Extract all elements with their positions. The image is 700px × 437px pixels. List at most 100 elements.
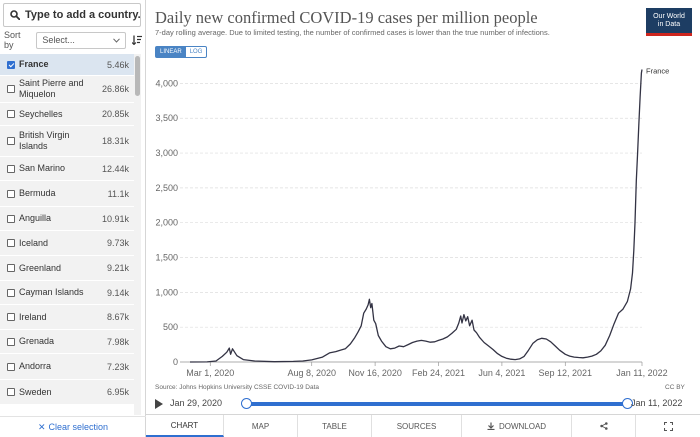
chart-source: Source: Johns Hopkins University CSSE CO… [155, 384, 320, 391]
country-item[interactable]: France 5.46k [0, 54, 134, 76]
y-tick-label: 0 [173, 357, 178, 367]
country-sidebar: Sort by Select... France 5.46k Saint Pierr… [0, 0, 146, 437]
y-tick-label: 4,000 [155, 78, 178, 88]
country-checkbox[interactable] [7, 214, 15, 223]
y-tick-label: 2,000 [155, 218, 178, 228]
timeline-start-handle[interactable] [241, 398, 252, 409]
search-icon [10, 10, 20, 20]
country-value: 8.67k [106, 312, 129, 322]
clear-selection-label: Clear selection [48, 422, 109, 432]
y-tick-label: 2,500 [155, 183, 178, 193]
country-value: 9.73k [106, 238, 129, 248]
country-item[interactable]: Bermuda 11.1k [0, 181, 134, 207]
country-item[interactable]: Grenada 7.98k [0, 330, 134, 354]
country-name: Greenland [19, 262, 62, 273]
y-tick-label: 3,000 [155, 148, 178, 158]
country-value: 7.98k [106, 336, 129, 347]
play-icon[interactable] [155, 399, 163, 409]
country-checkbox[interactable] [7, 239, 15, 247]
country-name: Anguilla [19, 213, 52, 223]
country-value: 11.1k [107, 188, 129, 199]
country-name: Saint Pierre and Miquelon [19, 78, 84, 99]
country-checkbox[interactable] [7, 110, 15, 118]
country-checkbox[interactable] [7, 337, 15, 346]
sort-order-button[interactable] [132, 35, 142, 45]
tab-map[interactable]: MAP [224, 415, 298, 437]
series-label: France [646, 66, 669, 75]
series-line-france[interactable] [189, 69, 643, 363]
logo-line-1: Our World [653, 13, 685, 20]
country-item[interactable]: Ireland 8.67k [0, 305, 134, 330]
tab-download[interactable]: DOWNLOAD [462, 415, 572, 437]
country-value: 12.44k [101, 163, 129, 174]
timeline-end-handle[interactable] [622, 398, 633, 409]
country-checkbox[interactable] [7, 164, 15, 173]
chart-license[interactable]: CC BY [665, 384, 685, 391]
country-checkbox[interactable] [7, 288, 15, 297]
close-icon: ✕ [37, 421, 46, 432]
country-name: Bermuda [19, 188, 56, 198]
sort-row: Sort by Select... [4, 30, 142, 50]
country-value: 26.86k [101, 84, 129, 94]
logo-line-2: in Data [657, 21, 681, 28]
fullscreen-icon [663, 421, 673, 431]
country-checkbox[interactable] [7, 60, 15, 69]
sort-select[interactable]: Select... [36, 31, 126, 49]
country-name: Iceland [19, 237, 49, 248]
country-name: France [19, 59, 49, 69]
y-tick-label: 3,500 [155, 113, 178, 123]
country-item[interactable]: Greenland 9.21k [0, 256, 134, 281]
country-list: France 5.46k Saint Pierre and Miquelon 26.8… [0, 54, 134, 415]
x-tick-label: Sep 12, 2021 [539, 368, 593, 378]
country-value: 10.91k [101, 213, 129, 224]
country-item[interactable]: Seychelles 20.85k [0, 103, 134, 126]
country-item[interactable]: Cayman Islands 9.14k [0, 281, 134, 305]
country-checkbox[interactable] [7, 313, 15, 321]
owid-logo[interactable]: Our World in Data [646, 8, 692, 36]
tab-share[interactable] [572, 415, 636, 437]
country-list-scrollbar[interactable] [134, 54, 141, 415]
scale-toggle[interactable]: LINEAR LOG [155, 46, 208, 58]
clear-selection-button[interactable]: ✕ Clear selection [0, 416, 146, 437]
country-checkbox[interactable] [7, 137, 15, 145]
timeline-track[interactable] [247, 402, 627, 406]
tab-table[interactable]: TABLE [298, 415, 372, 437]
y-tick-label: 1,500 [155, 253, 178, 263]
tab-sources[interactable]: SOURCES [372, 415, 462, 437]
country-item[interactable]: British Virgin Islands 18.31k [0, 126, 134, 157]
country-checkbox[interactable] [7, 189, 15, 198]
tab-chart[interactable]: CHART [146, 415, 224, 437]
search-input[interactable] [25, 9, 140, 21]
download-icon [487, 422, 495, 430]
country-name: British Virgin Islands [19, 130, 70, 151]
country-checkbox[interactable] [7, 362, 15, 371]
country-name: Grenada [19, 336, 55, 346]
country-name: Ireland [19, 311, 47, 322]
scale-log-button[interactable]: LOG [189, 49, 203, 55]
country-checkbox[interactable] [7, 388, 15, 396]
series-layer: France [189, 66, 669, 363]
country-item[interactable]: Andorra 7.23k [0, 354, 134, 380]
country-name: Seychelles [19, 108, 63, 119]
country-checkbox[interactable] [7, 264, 15, 272]
country-item[interactable]: Saint Pierre and Miquelon 26.86k [0, 76, 134, 103]
country-item[interactable]: San Marino 12.44k [0, 157, 134, 181]
country-value: 9.21k [106, 263, 129, 273]
country-item[interactable]: Iceland 9.73k [0, 231, 134, 256]
x-tick-label: Jan 11, 2022 [616, 368, 667, 378]
scale-linear-button[interactable]: LINEAR [156, 47, 186, 57]
country-value: 9.14k [106, 287, 129, 298]
tab-fullscreen[interactable] [636, 415, 700, 437]
country-item[interactable]: Sweden 6.95k [0, 380, 134, 405]
country-item[interactable]: Anguilla 10.91k [0, 207, 134, 231]
country-value: 7.23k [106, 361, 129, 372]
bottom-tabs: CHART MAP TABLE SOURCES DOWNLOAD [146, 414, 700, 437]
timeline: Jan 29, 2020 Jan 11, 2022 [150, 395, 698, 413]
sort-by-label: Sort by [4, 30, 21, 50]
country-search[interactable] [3, 3, 141, 27]
timeline-end-label: Jan 11, 2022 [631, 398, 683, 408]
scroll-thumb[interactable] [135, 56, 140, 96]
x-tick-label: Feb 24, 2021 [412, 368, 465, 378]
country-checkbox[interactable] [7, 85, 15, 93]
x-tick-label: Aug 8, 2020 [287, 368, 336, 378]
